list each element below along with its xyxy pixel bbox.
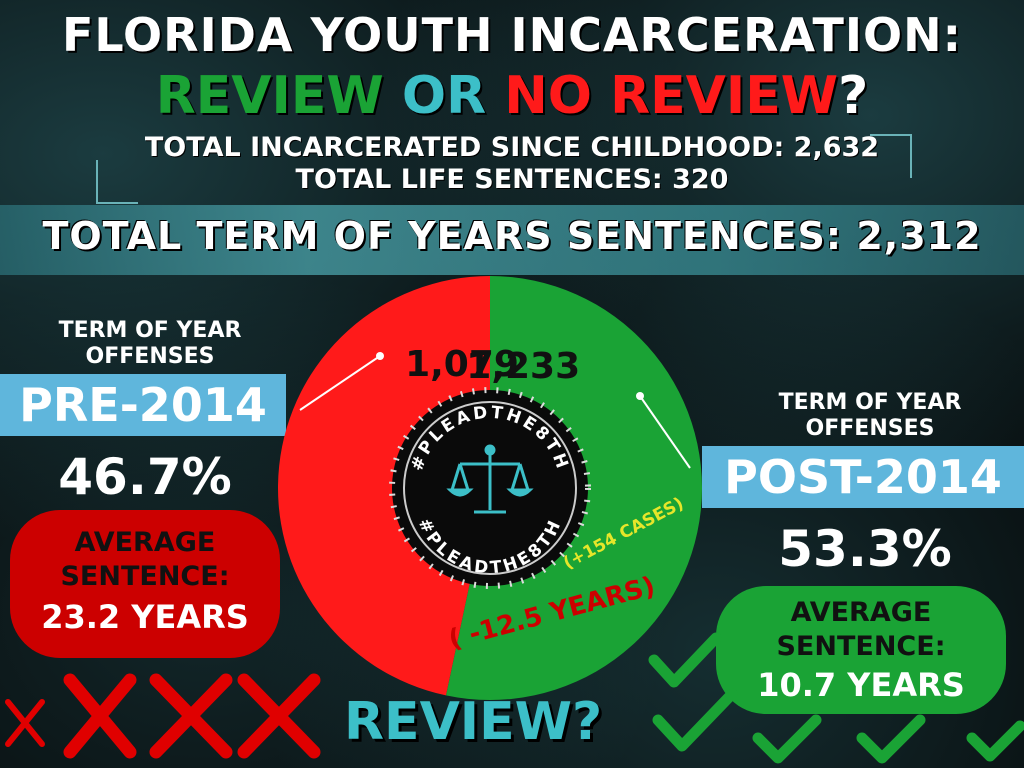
pre-2014-average-label: AVERAGE SENTENCE: <box>60 527 230 592</box>
pointer-line-post-2014 <box>639 395 691 469</box>
pie-slice-pre-2014 <box>278 276 490 696</box>
post-2014-label: TERM OF YEAR OFFENSES <box>778 390 962 441</box>
x-icon <box>149 673 233 759</box>
title-or: OR <box>401 66 487 126</box>
pre-2014-percent: 46.7% <box>58 448 232 506</box>
pre-2014-tag: PRE-2014 <box>0 374 286 436</box>
check-icon <box>648 632 722 688</box>
check-icon <box>966 720 1024 762</box>
teal-band <box>0 205 1024 275</box>
pie-slices <box>278 276 702 700</box>
title-line-1: FLORIDA YOUTH INCARCERATION: <box>61 8 963 62</box>
total-incarcerated: TOTAL INCARCERATED SINCE CHILDHOOD: 2,63… <box>144 132 880 163</box>
pointer-line-post-2014-dot <box>636 392 644 400</box>
title-no-review: NO REVIEW <box>504 66 839 126</box>
post-2014-tag: POST-2014 <box>702 446 1024 508</box>
post-2014-average-pill: AVERAGE SENTENCE: 10.7 YEARS <box>716 586 1006 714</box>
x-icon <box>237 673 321 759</box>
post-2014-percent: 53.3% <box>778 520 952 578</box>
x-icon <box>63 673 137 759</box>
title-question-mark: ? <box>838 66 869 126</box>
green-check-marks <box>648 632 1024 764</box>
post-2014-average-value: 10.7 YEARS <box>757 666 965 704</box>
title-line-2: REVIEW OR NO REVIEW? <box>0 66 1024 126</box>
x-icon <box>5 699 45 747</box>
bracket-right-decoration <box>870 134 912 178</box>
title-review: REVIEW <box>155 66 384 126</box>
pointer-line-pre-2014 <box>299 355 381 411</box>
check-icon <box>652 688 738 752</box>
pie-value-label-post-2014: 1,233 <box>466 346 580 387</box>
bracket-left-decoration <box>96 160 138 204</box>
pie-value-label-pre-2014: 1,079 <box>405 344 519 385</box>
check-icon <box>752 714 822 764</box>
pre-2014-average-pill: AVERAGE SENTENCE: 23.2 YEARS <box>10 510 280 658</box>
center-logo: #PLEADTHE8TH #PLEADTHE8TH <box>389 387 591 589</box>
pointer-line-pre-2014-dot <box>376 352 384 360</box>
total-life-sentences: TOTAL LIFE SENTENCES: 320 <box>295 164 729 195</box>
post-2014-average-label: AVERAGE SENTENCE: <box>776 597 946 662</box>
pre-2014-average-value: 23.2 YEARS <box>41 598 249 636</box>
check-icon <box>856 714 926 764</box>
scales-of-justice-icon <box>446 444 534 514</box>
total-term-of-years: TOTAL TERM OF YEARS SENTENCES: 2,312 <box>42 214 982 258</box>
pre-2014-label: TERM OF YEAR OFFENSES <box>58 318 242 369</box>
red-x-marks <box>5 673 321 759</box>
review-question: REVIEW? <box>344 692 603 752</box>
